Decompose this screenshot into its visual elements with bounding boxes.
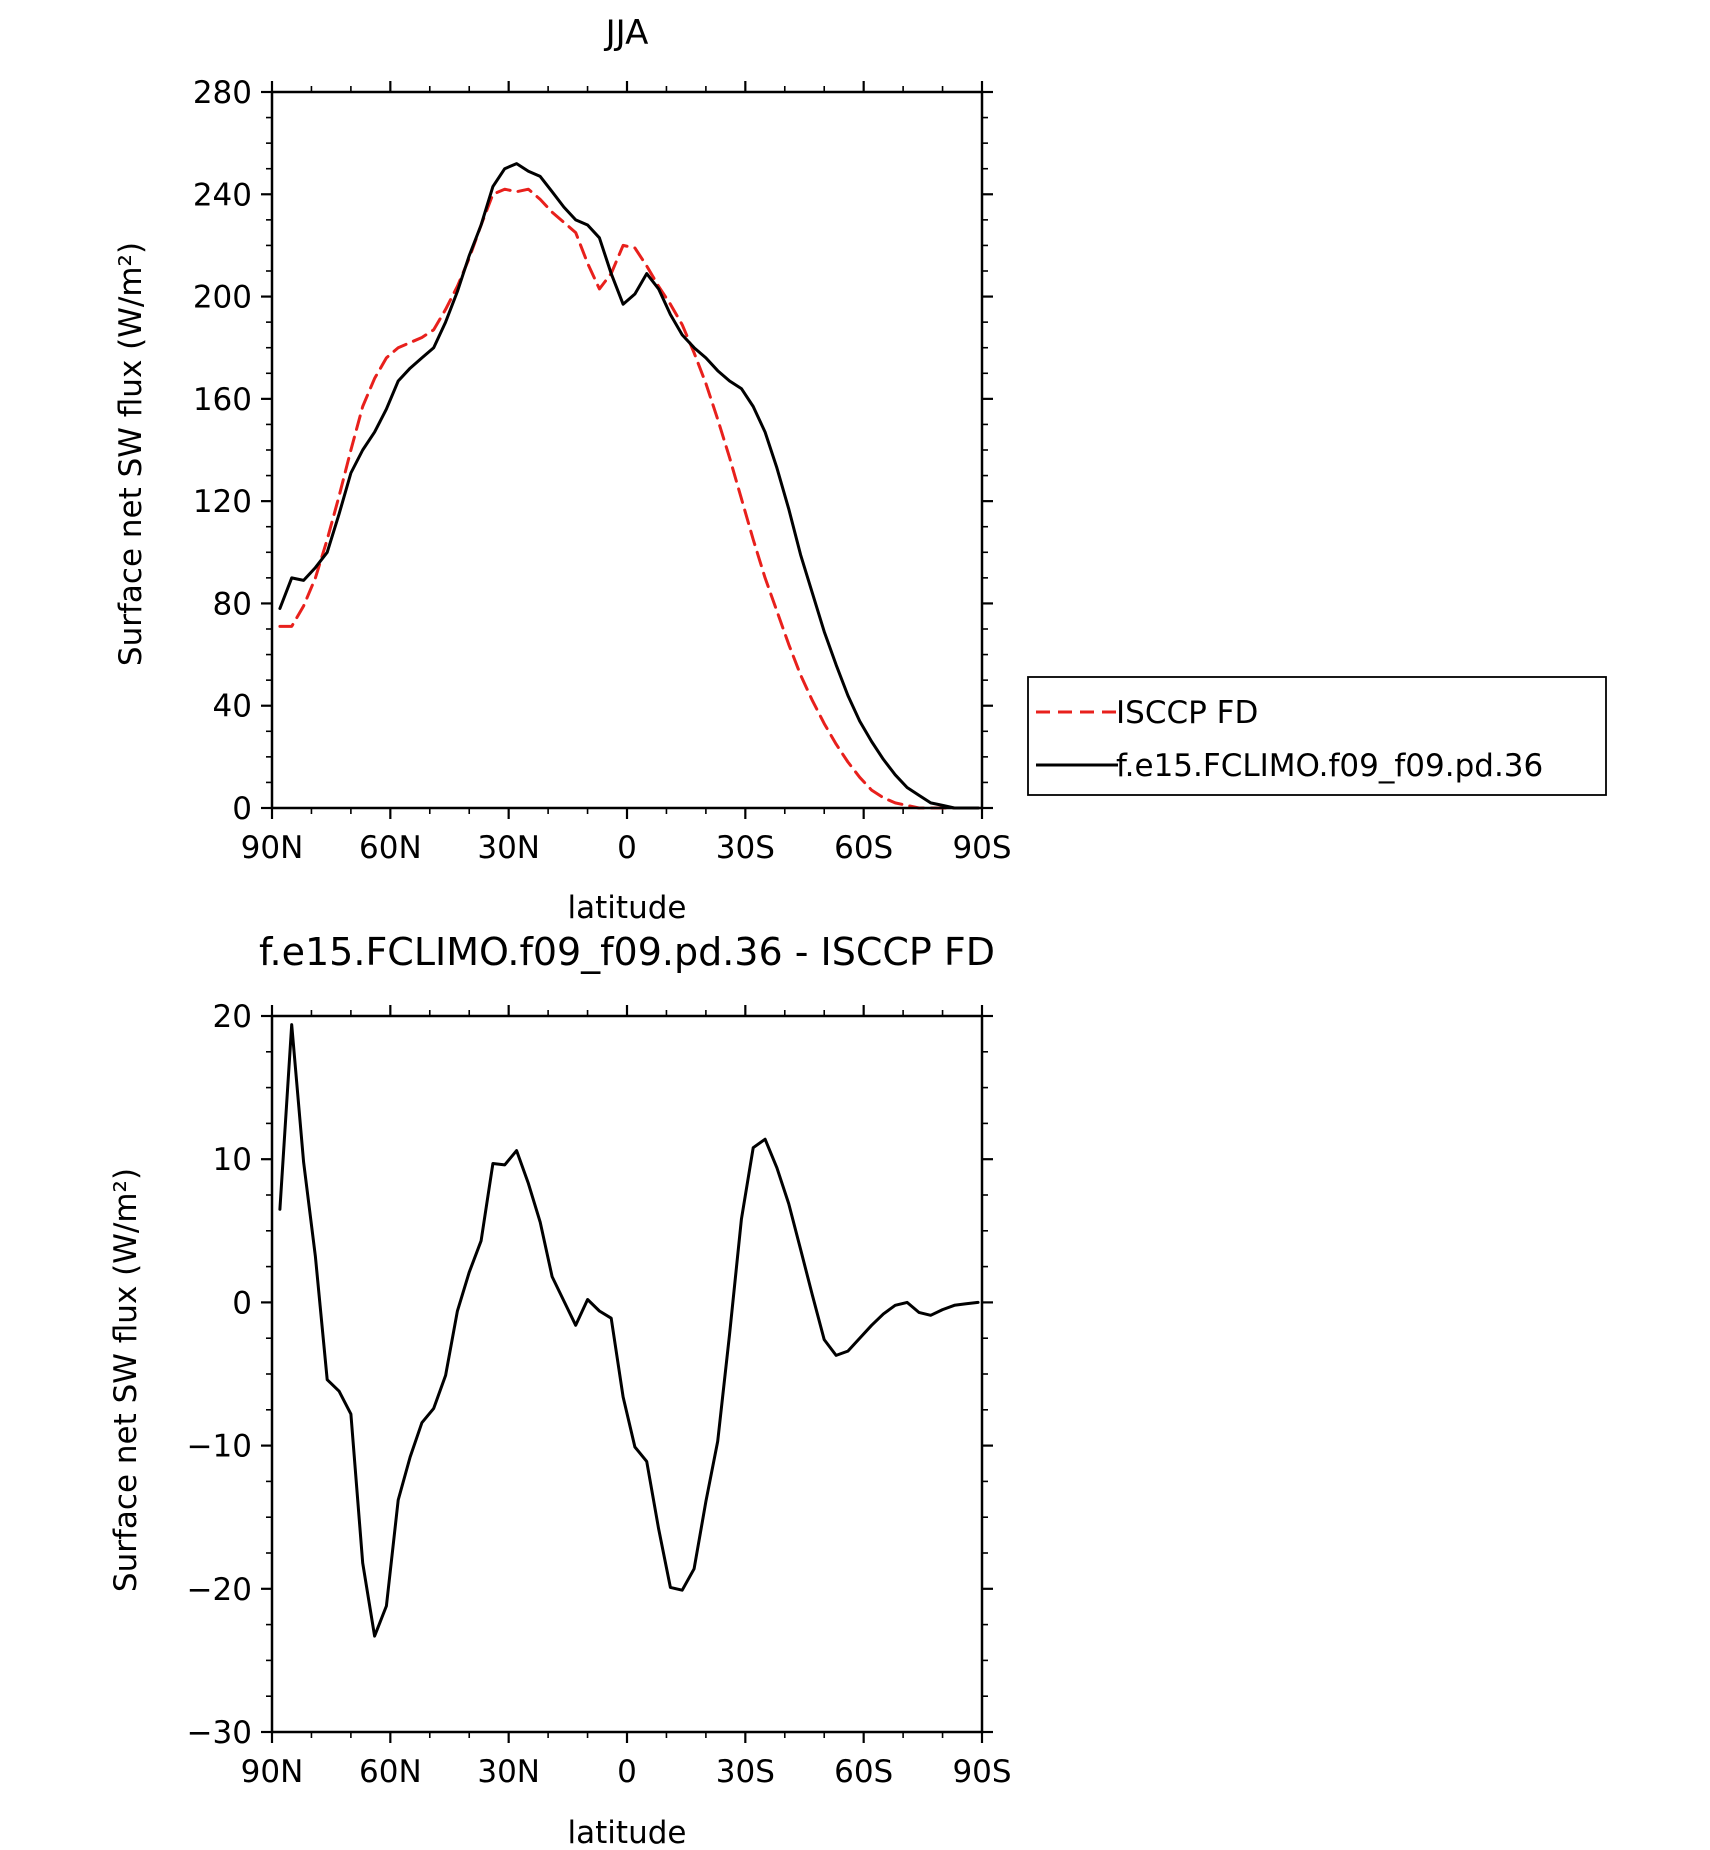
bottom-panel-title: f.e15.FCLIMO.f09_f09.pd.36 - ISCCP FD [259, 930, 995, 974]
y-tick-label: 280 [193, 75, 252, 111]
top-axis-ticks [261, 81, 993, 819]
top-x-tick-labels: 90N 60N 30N 0 30S 60S 90S [241, 830, 1012, 866]
top-x-axis-label: latitude [568, 890, 687, 926]
bottom-x-tick-labels: 90N 60N 30N 0 30S 60S 90S [241, 1754, 1012, 1790]
y-tick-label: 0 [232, 1285, 252, 1321]
x-tick-label: 90N [241, 830, 304, 866]
x-tick-label: 30S [716, 1754, 775, 1790]
y-tick-label: 200 [193, 280, 252, 316]
y-tick-label: 10 [213, 1142, 252, 1178]
legend-frame [1027, 676, 1607, 796]
x-tick-label: 60N [359, 1754, 422, 1790]
top-panel: JJA Surface net SW flux (W/m²) latitude … [113, 13, 1012, 926]
x-tick-label: 60S [834, 830, 893, 866]
legend: ISCCP FD f.e15.FCLIMO.f09_f09.pd.36 [1027, 676, 1607, 796]
top-y-axis-label: Surface net SW flux (W/m²) [113, 242, 149, 666]
top-panel-title: JJA [604, 13, 649, 53]
top-series-line-model [278, 162, 980, 810]
x-tick-label: 0 [617, 830, 637, 866]
x-tick-label: 30N [477, 1754, 540, 1790]
top-plot-frame [270, 90, 984, 810]
bottom-plot-frame [270, 1014, 984, 1734]
bottom-y-tick-labels: −30 −20 −10 0 10 20 [187, 999, 252, 1751]
y-tick-label: −10 [187, 1429, 252, 1465]
y-tick-label: 80 [213, 586, 252, 622]
x-tick-label: 90S [952, 1754, 1011, 1790]
y-tick-label: 160 [193, 382, 252, 418]
bottom-x-axis-label: latitude [568, 1815, 687, 1850]
legend-label-isccp: ISCCP FD [1116, 695, 1258, 731]
y-tick-label: 20 [213, 999, 252, 1035]
y-tick-label: −30 [187, 1715, 252, 1751]
legend-item-model: f.e15.FCLIMO.f09_f09.pd.36 [1036, 748, 1543, 784]
x-tick-label: 0 [617, 1754, 637, 1790]
bottom-series-lines [278, 1023, 980, 1638]
legend-item-isccp: ISCCP FD [1036, 695, 1258, 731]
y-tick-label: 240 [193, 177, 252, 213]
bottom-axis-ticks [261, 1005, 993, 1743]
top-series-line-isccp [278, 187, 980, 810]
top-y-tick-labels: 0 40 80 120 160 200 240 280 [193, 75, 252, 827]
x-tick-label: 60N [359, 830, 422, 866]
bottom-series-line-model [278, 1023, 980, 1638]
y-tick-label: 0 [232, 791, 252, 827]
y-tick-label: 40 [213, 689, 252, 725]
x-tick-label: 90S [952, 830, 1011, 866]
legend-label-model: f.e15.FCLIMO.f09_f09.pd.36 [1116, 748, 1543, 784]
bottom-panel: f.e15.FCLIMO.f09_f09.pd.36 - ISCCP FD Su… [108, 930, 1012, 1850]
x-tick-label: 30S [716, 830, 775, 866]
bottom-y-axis-label: Surface net SW flux (W/m²) [108, 1168, 144, 1592]
top-series-lines [278, 162, 980, 810]
x-tick-label: 60S [834, 1754, 893, 1790]
y-tick-label: −20 [187, 1572, 252, 1608]
x-tick-label: 90N [241, 1754, 304, 1790]
y-tick-label: 120 [193, 484, 252, 520]
x-tick-label: 30N [477, 830, 540, 866]
